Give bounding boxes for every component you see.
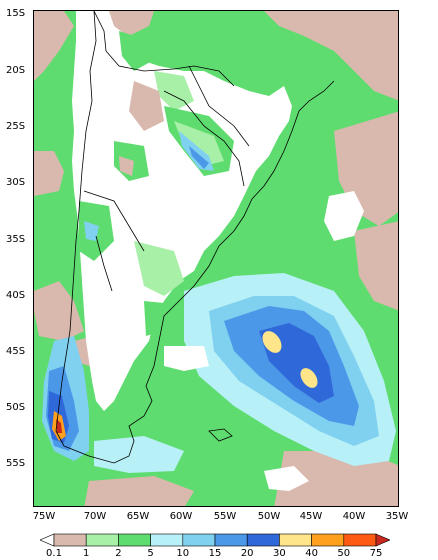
legend-label: 2 <box>115 548 122 559</box>
legend-label: 20 <box>240 548 254 559</box>
legend-label: 75 <box>369 548 383 559</box>
lat-tick-label: 35S <box>6 234 26 245</box>
lat-tick-label: 25S <box>6 121 26 132</box>
lon-tick-label: 45W <box>299 511 323 522</box>
lon-tick-label: 35W <box>385 511 409 522</box>
precipitation-map <box>33 10 399 507</box>
lat-tick-label: 40S <box>6 290 26 301</box>
precip-land-patches <box>79 31 234 336</box>
lon-tick-label: 50W <box>257 511 281 522</box>
legend-label: 1 <box>83 548 90 559</box>
lat-tick-label: 30S <box>6 177 26 188</box>
legend-label: 15 <box>208 548 222 559</box>
lon-tick-label: 60W <box>169 511 193 522</box>
legend-label: 50 <box>337 548 351 559</box>
lon-tick-label: 75W <box>32 511 56 522</box>
legend-swatch <box>311 533 345 547</box>
lat-tick-label: 55S <box>6 458 26 469</box>
land-interior-white <box>72 11 292 411</box>
legend-swatch <box>118 533 151 547</box>
precip-max-yellow-2 <box>300 368 318 388</box>
lat-tick-label: 20S <box>6 65 26 76</box>
legend-label: 10 <box>176 548 190 559</box>
legend-label: 0.1 <box>46 548 62 559</box>
coastlines-borders <box>55 11 335 464</box>
lon-tick-label: 55W <box>213 511 237 522</box>
precip-max-yellow-1 <box>262 331 282 353</box>
lon-tick-label: 40W <box>342 511 366 522</box>
legend-swatch <box>246 533 280 547</box>
lat-tick-label: 45S <box>6 346 26 357</box>
map-canvas <box>34 11 398 506</box>
legend-swatch <box>375 533 390 547</box>
lon-tick-label: 65W <box>126 511 150 522</box>
color-legend <box>40 533 390 553</box>
legend-swatch <box>279 533 312 547</box>
clear-ocean-patches <box>164 191 364 491</box>
legend-swatch <box>343 533 377 547</box>
legend-label: 40 <box>305 548 318 559</box>
legend-swatch <box>214 533 248 547</box>
legend-label: 5 <box>147 548 154 559</box>
legend-swatch <box>150 533 184 547</box>
legend-swatch <box>53 533 87 547</box>
lon-tick-label: 70W <box>83 511 107 522</box>
legend-swatch <box>85 533 119 547</box>
legend-swatch <box>40 533 55 547</box>
lat-tick-label: 50S <box>6 402 26 413</box>
legend-swatch <box>182 533 216 547</box>
lat-tick-label: 15S <box>6 8 26 19</box>
legend-label: 30 <box>273 548 286 559</box>
legend-bar <box>40 533 390 547</box>
patagonia-precip <box>42 336 184 473</box>
